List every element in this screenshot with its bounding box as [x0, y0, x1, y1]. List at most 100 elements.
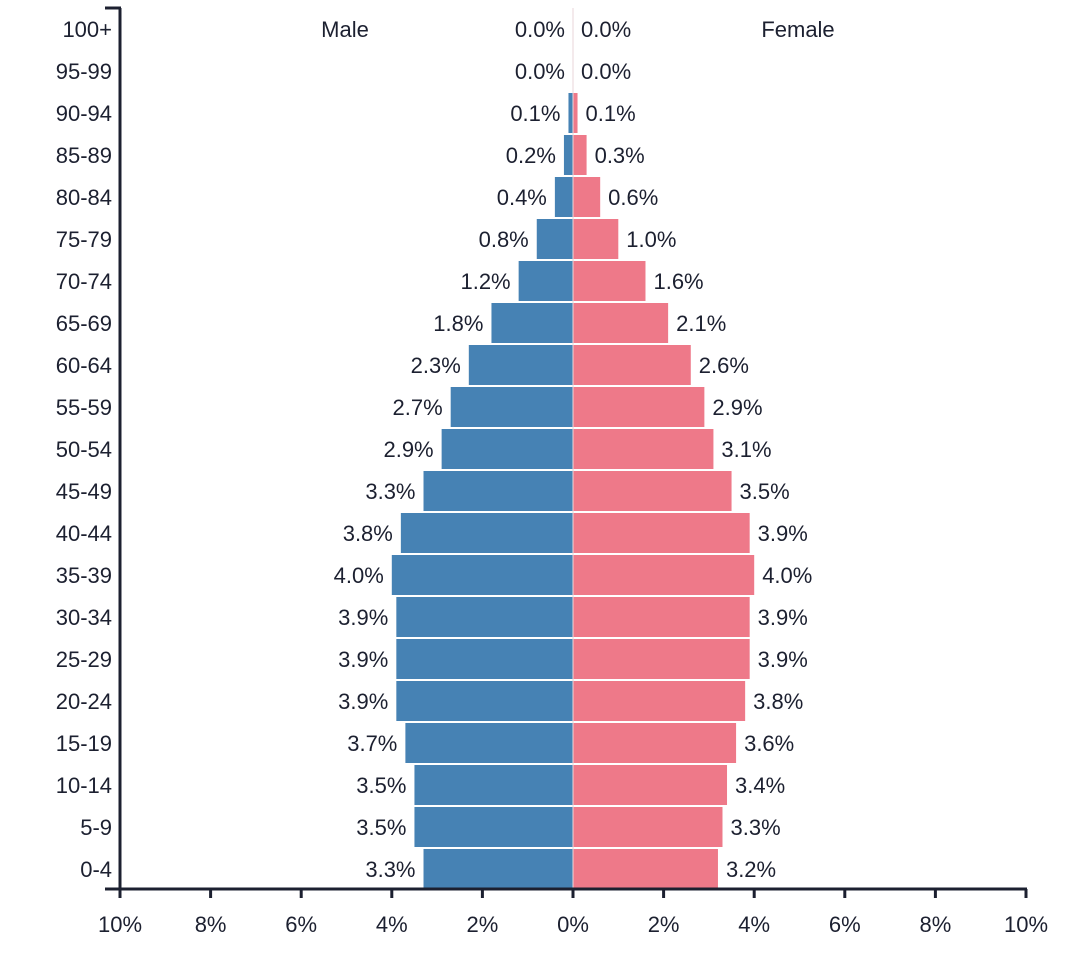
male-bar	[405, 723, 573, 763]
female-value-label: 1.0%	[626, 227, 676, 252]
female-value-label: 3.5%	[740, 479, 790, 504]
male-value-label: 2.3%	[411, 353, 461, 378]
male-value-label: 3.5%	[356, 773, 406, 798]
x-tick-label: 4%	[738, 912, 770, 937]
x-tick-label: 6%	[829, 912, 861, 937]
female-bar	[573, 219, 619, 259]
age-group-label: 45-49	[56, 479, 112, 504]
female-bar	[573, 261, 646, 301]
female-bar	[573, 765, 728, 805]
age-group-label: 80-84	[56, 185, 112, 210]
x-tick-label: 10%	[98, 912, 142, 937]
male-bar	[554, 177, 573, 217]
male-bar	[450, 387, 573, 427]
female-value-label: 1.6%	[653, 269, 703, 294]
male-bar	[423, 471, 573, 511]
x-tick-label: 8%	[920, 912, 952, 937]
male-bar	[414, 765, 573, 805]
female-value-label: 3.3%	[730, 815, 780, 840]
male-bar	[441, 429, 573, 469]
male-value-label: 0.1%	[510, 101, 560, 126]
male-value-label: 1.8%	[433, 311, 483, 336]
female-bar	[573, 471, 732, 511]
male-bar	[396, 597, 573, 637]
age-group-label: 85-89	[56, 143, 112, 168]
age-group-label: 100+	[62, 17, 112, 42]
x-tick-label: 8%	[195, 912, 227, 937]
male-bar	[468, 345, 573, 385]
female-value-label: 3.6%	[744, 731, 794, 756]
male-value-label: 3.7%	[347, 731, 397, 756]
male-bar	[414, 807, 573, 847]
x-tick-label: 4%	[376, 912, 408, 937]
female-bar	[573, 303, 669, 343]
male-bar	[563, 135, 573, 175]
age-group-label: 20-24	[56, 689, 112, 714]
age-group-label: 25-29	[56, 647, 112, 672]
male-value-label: 0.8%	[479, 227, 529, 252]
female-bar	[573, 93, 578, 133]
female-bar	[573, 639, 750, 679]
age-group-label: 35-39	[56, 563, 112, 588]
female-bar	[573, 723, 737, 763]
age-group-label: 95-99	[56, 59, 112, 84]
male-value-label: 3.8%	[343, 521, 393, 546]
x-tick-label: 2%	[467, 912, 499, 937]
female-value-label: 0.1%	[586, 101, 636, 126]
male-value-label: 3.9%	[338, 647, 388, 672]
female-bar	[573, 555, 755, 595]
x-tick-label: 6%	[285, 912, 317, 937]
male-value-label: 0.4%	[497, 185, 547, 210]
age-group-label: 50-54	[56, 437, 112, 462]
female-value-label: 3.1%	[721, 437, 771, 462]
male-value-label: 4.0%	[334, 563, 384, 588]
age-group-label: 65-69	[56, 311, 112, 336]
male-value-label: 0.0%	[515, 17, 565, 42]
female-value-label: 2.9%	[712, 395, 762, 420]
legend-male-label: Male	[321, 17, 369, 42]
age-group-label: 75-79	[56, 227, 112, 252]
male-value-label: 1.2%	[460, 269, 510, 294]
female-value-label: 0.6%	[608, 185, 658, 210]
male-bar	[518, 261, 573, 301]
age-group-label: 90-94	[56, 101, 112, 126]
female-value-label: 3.8%	[753, 689, 803, 714]
male-value-label: 2.9%	[383, 437, 433, 462]
male-bar	[396, 639, 573, 679]
female-bar	[573, 849, 718, 889]
female-bar	[573, 807, 723, 847]
x-tick-label: 0%	[557, 912, 589, 937]
male-bar	[491, 303, 573, 343]
male-bar	[391, 555, 573, 595]
female-value-label: 0.0%	[581, 17, 631, 42]
female-bar	[573, 429, 714, 469]
female-bar	[573, 387, 705, 427]
male-value-label: 3.9%	[338, 605, 388, 630]
female-bar	[573, 135, 587, 175]
x-tick-label: 2%	[648, 912, 680, 937]
female-bar	[573, 513, 750, 553]
female-bar	[573, 177, 601, 217]
male-bar	[423, 849, 573, 889]
female-bar	[573, 597, 750, 637]
age-group-label: 70-74	[56, 269, 112, 294]
age-group-label: 30-34	[56, 605, 112, 630]
male-bar	[400, 513, 573, 553]
male-value-label: 3.5%	[356, 815, 406, 840]
male-bar	[396, 681, 573, 721]
female-value-label: 0.3%	[595, 143, 645, 168]
female-value-label: 3.9%	[758, 521, 808, 546]
female-value-label: 4.0%	[762, 563, 812, 588]
female-value-label: 3.4%	[735, 773, 785, 798]
female-bar	[573, 345, 691, 385]
male-value-label: 3.3%	[365, 479, 415, 504]
female-bar	[573, 681, 746, 721]
male-bar	[536, 219, 573, 259]
x-tick-label: 10%	[1004, 912, 1048, 937]
age-group-label: 55-59	[56, 395, 112, 420]
female-value-label: 0.0%	[581, 59, 631, 84]
age-group-label: 10-14	[56, 773, 112, 798]
male-value-label: 3.3%	[365, 857, 415, 882]
female-value-label: 2.1%	[676, 311, 726, 336]
